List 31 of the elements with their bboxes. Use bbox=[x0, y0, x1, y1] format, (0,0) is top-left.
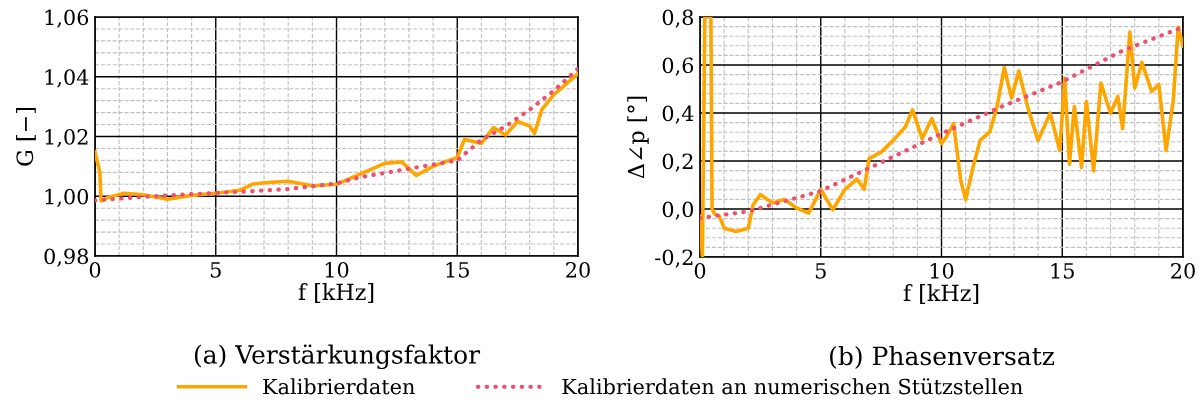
y-tick-label: -0,2 bbox=[655, 249, 693, 268]
y-tick-label: 0,6 bbox=[662, 57, 694, 76]
x-tick-label: 0 bbox=[89, 261, 101, 278]
y-axis-title: Δ∠p [°] bbox=[627, 96, 649, 179]
legend-label: Kalibrierdaten an numerischen Stützstellen bbox=[562, 378, 1023, 395]
y-tick-label: 1,02 bbox=[45, 128, 88, 148]
y-tick-label: 1,04 bbox=[45, 69, 89, 88]
line-series bbox=[700, 17, 1183, 257]
x-tick-label: 5 bbox=[815, 263, 826, 279]
y-tick-label: 1,00 bbox=[45, 188, 89, 207]
x-axis-title: f [kHz] bbox=[298, 283, 374, 303]
y-tick-label: 0,98 bbox=[44, 248, 89, 267]
x-tick-label: 20 bbox=[1171, 262, 1195, 279]
x-tick-label: 0 bbox=[694, 262, 706, 279]
x-tick-label: 15 bbox=[1051, 262, 1074, 279]
text: (b) Phasenversatz bbox=[830, 346, 1054, 369]
x-tick-label: 10 bbox=[325, 261, 349, 278]
text: (a) Verstärkungsfaktor bbox=[194, 344, 481, 370]
x-tick-label: 15 bbox=[446, 261, 469, 278]
y-tick-label: 0,2 bbox=[662, 153, 693, 172]
legend-label: Kalibrierdaten bbox=[263, 378, 415, 395]
x-tick-label: 20 bbox=[566, 261, 590, 278]
line-series bbox=[700, 24, 1183, 221]
x-tick-label: 5 bbox=[210, 262, 221, 278]
y-tick-label: 0,0 bbox=[662, 201, 694, 220]
x-tick-label: 10 bbox=[930, 262, 954, 279]
y-tick-label: 0,8 bbox=[662, 9, 694, 28]
y-tick-label: 0,4 bbox=[662, 105, 694, 124]
y-tick-label: 1,06 bbox=[45, 9, 89, 28]
y-axis-title: G [−] bbox=[16, 108, 36, 166]
x-axis-title: f [kHz] bbox=[903, 284, 979, 304]
